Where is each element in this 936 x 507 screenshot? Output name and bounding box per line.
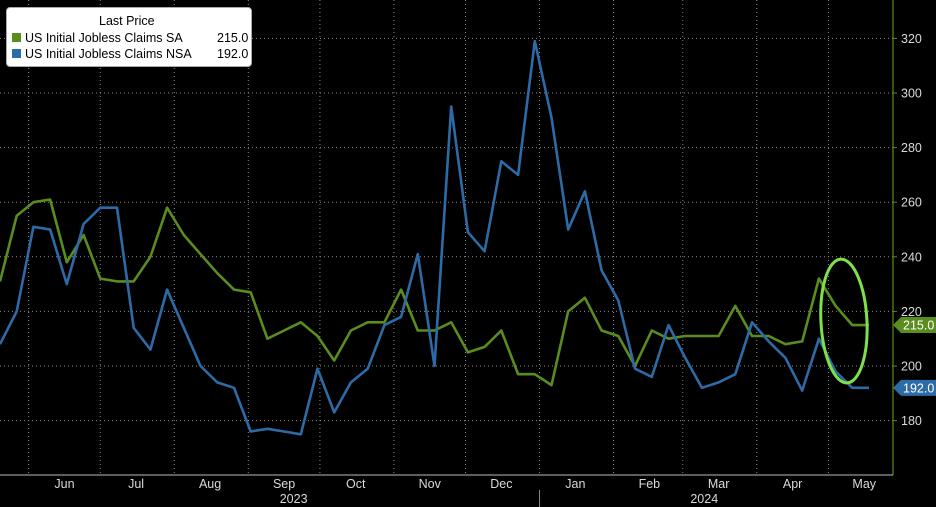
legend-label-nsa: US Initial Jobless Claims NSA — [25, 47, 192, 61]
y-tick-label: 320 — [901, 32, 922, 46]
grid-lines — [0, 0, 893, 475]
x-tick-label: Oct — [346, 477, 366, 491]
last-value-tag-0: 215.0 — [893, 317, 936, 334]
legend: Last Price US Initial Jobless Claims SA 2… — [6, 7, 252, 67]
x-tick-label: Feb — [639, 477, 661, 491]
x-tick-label: Mar — [708, 477, 730, 491]
y-tick-label: 180 — [901, 414, 922, 428]
highlight-ellipse — [819, 257, 869, 385]
x-tick-label: Aug — [199, 477, 221, 491]
x-tick-label: Sep — [273, 477, 295, 491]
legend-label-sa: US Initial Jobless Claims SA — [25, 31, 183, 45]
series-layer — [0, 39, 869, 436]
last-value-tag-label: 215.0 — [903, 319, 934, 333]
last-value-tag-label: 192.0 — [903, 381, 934, 395]
last-value-tag-1: 192.0 — [893, 379, 936, 396]
series-line-1 — [0, 39, 869, 436]
x-tick-label: Apr — [783, 477, 802, 491]
legend-item-nsa: US Initial Jobless Claims NSA 192.0 — [12, 47, 248, 61]
legend-item-sa: US Initial Jobless Claims SA 215.0 — [12, 31, 248, 45]
x-tick-label: Jan — [565, 477, 585, 491]
series-line-0 — [0, 198, 869, 387]
x-tick-label: May — [852, 477, 876, 491]
x-year-label: 2024 — [690, 492, 718, 506]
y-tick-label: 300 — [901, 87, 922, 101]
y-tick-label: 280 — [901, 141, 922, 155]
legend-value-nsa: 192.0 — [217, 47, 249, 61]
legend-swatch-sa — [12, 33, 21, 42]
y-tick-label: 240 — [901, 250, 922, 264]
legend-swatch-nsa — [12, 49, 21, 58]
y-tick-label: 260 — [901, 196, 922, 210]
x-tick-label: Jun — [54, 477, 74, 491]
x-tick-label: Dec — [490, 477, 512, 491]
last-value-tag-bg — [893, 317, 936, 334]
x-year-label: 2023 — [280, 492, 308, 506]
x-tick-label: Nov — [419, 477, 442, 491]
y-tick-label: 200 — [901, 360, 922, 374]
x-tick-label: Jul — [128, 477, 144, 491]
y-tick-label: 220 — [901, 305, 922, 319]
legend-value-sa: 215.0 — [217, 31, 249, 45]
last-value-tag-bg — [893, 379, 936, 396]
legend-title: Last Price — [99, 14, 155, 28]
highlight-layer — [819, 257, 869, 385]
